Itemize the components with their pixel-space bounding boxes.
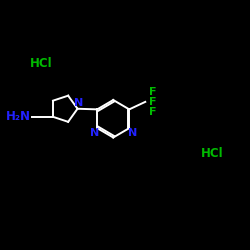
Text: F: F: [149, 107, 156, 117]
Text: N: N: [128, 128, 137, 138]
Text: H₂N: H₂N: [6, 110, 31, 123]
Text: HCl: HCl: [30, 57, 52, 70]
Text: N: N: [74, 98, 83, 108]
Text: N: N: [90, 128, 99, 138]
Text: F: F: [149, 97, 156, 107]
Text: F: F: [149, 87, 156, 97]
Text: HCl: HCl: [201, 147, 223, 160]
